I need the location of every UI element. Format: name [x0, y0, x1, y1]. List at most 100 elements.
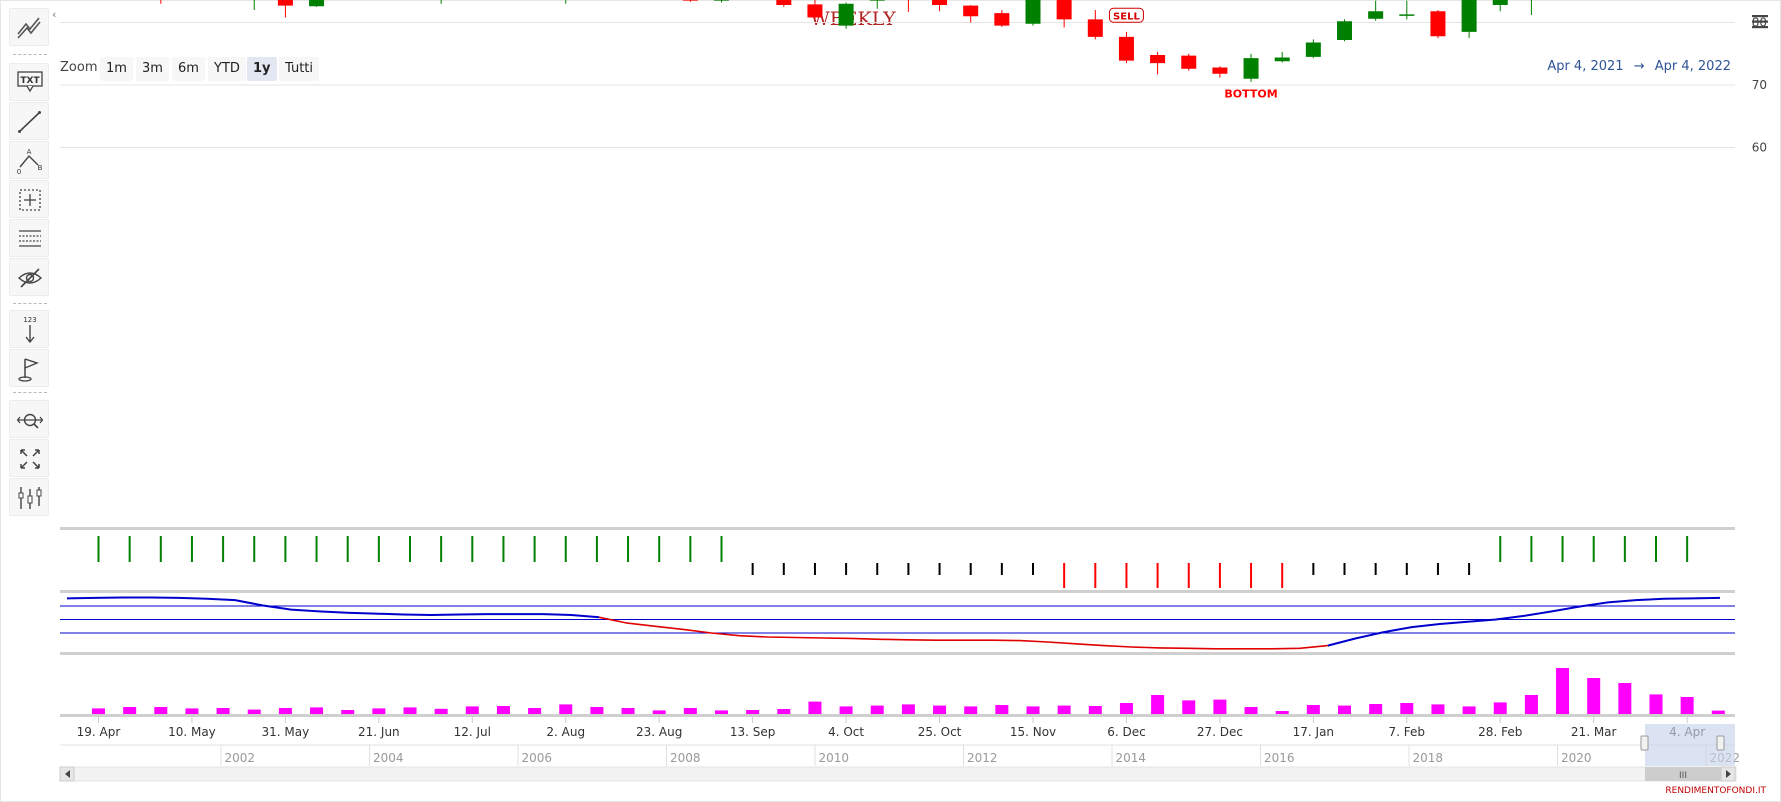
candlestick-series	[160, 0, 1532, 82]
volume-bar	[1400, 703, 1414, 714]
navigator-label: 2014	[1116, 751, 1147, 765]
volume-bar	[652, 710, 666, 714]
indicators-tool[interactable]	[9, 478, 49, 516]
volume-bar	[746, 710, 760, 714]
zoom-all-button[interactable]: Tutti	[279, 57, 320, 81]
volume-bar	[1431, 704, 1445, 714]
volume-bar	[123, 707, 137, 714]
candle-body	[994, 13, 1010, 26]
abc-pattern-tool[interactable]: A B 0	[9, 141, 49, 179]
x-tick-label: 25. Oct	[918, 725, 962, 739]
volume-bar	[1556, 668, 1570, 714]
volume-bar	[278, 708, 292, 714]
candle-body	[1461, 0, 1477, 32]
volume-bar	[1213, 699, 1227, 714]
hide-annotations-tool[interactable]	[9, 258, 49, 296]
x-tick-label: 19. Apr	[77, 725, 121, 739]
scrollbar-thumb	[1645, 767, 1721, 781]
crosshair-icon	[19, 189, 41, 211]
volume-bar	[1462, 706, 1476, 714]
line-tool[interactable]	[9, 102, 49, 140]
toolbar-separator	[13, 54, 47, 55]
range-to-input[interactable]: Apr 4, 2022	[1654, 59, 1731, 74]
toolbar-separator	[13, 303, 47, 304]
candle-body	[1025, 0, 1041, 24]
volume-bar	[1151, 695, 1165, 714]
signal-annotations: STPSELLBOTTOMLNGBUY	[1108, 7, 1278, 101]
text-annotation-icon: TXT	[17, 71, 43, 93]
navigator: 2002 2004 2006 2008 2010 2012 2014 2016 2018 2020…	[59, 724, 1740, 782]
hamburger-menu-icon[interactable]	[1752, 14, 1770, 30]
candle-body	[1056, 0, 1072, 20]
counter-label: 123	[23, 316, 36, 324]
volume-bar	[559, 704, 573, 714]
volume-bar	[1369, 704, 1383, 714]
volume-bar	[777, 709, 791, 714]
brand-watermark: RENDIMENTOFONDI.IT	[1665, 786, 1766, 796]
volume-bar	[1088, 706, 1102, 714]
x-tick-label: 13. Sep	[730, 725, 776, 739]
volume-bar	[528, 708, 542, 714]
navigator-label: 2016	[1264, 751, 1295, 765]
volume-bar	[247, 709, 261, 714]
volume-bar	[1244, 707, 1258, 714]
candle-body	[1337, 21, 1352, 40]
volume-bar	[590, 707, 604, 714]
vertical-counter-icon: 123	[23, 316, 37, 344]
zoom-6m-button[interactable]: 6m	[172, 57, 205, 81]
volume-bar	[964, 706, 978, 714]
text-annotation-tool[interactable]: TXT	[9, 63, 49, 101]
oscillator-panel	[60, 596, 1735, 650]
volume-bar	[933, 705, 947, 714]
x-tick-label: 12. Jul	[454, 725, 491, 739]
volume-bar	[870, 705, 884, 714]
collapse-toolbar-icon[interactable]: ‹	[52, 8, 57, 21]
candle-body	[1305, 42, 1321, 57]
zoom-ytd-button[interactable]: YTD	[208, 57, 246, 81]
navigator-label: 2004	[373, 751, 404, 765]
candle-body	[807, 4, 823, 18]
toolbar-separator	[13, 392, 47, 393]
y-tick-label: 80	[1752, 16, 1767, 30]
abc-label-b: B	[38, 164, 43, 172]
vertical-counter-tool[interactable]: 123	[9, 310, 49, 348]
candle-body	[963, 5, 979, 17]
candle-body	[1181, 55, 1197, 69]
volume-bar	[1711, 710, 1725, 714]
y-tick-label: 70	[1752, 78, 1767, 92]
text-tool-label: TXT	[20, 76, 40, 86]
volume-bar	[465, 706, 479, 714]
abc-label-a: A	[27, 148, 32, 156]
range-from-input[interactable]: Apr 4, 2021	[1547, 59, 1624, 74]
fibonacci-tool[interactable]	[9, 219, 49, 257]
navigator-handle-right	[1716, 735, 1725, 751]
abc-label-0: 0	[17, 168, 21, 175]
volume-bar	[1618, 683, 1632, 714]
zoom-1y-button[interactable]: 1y	[247, 57, 277, 81]
x-tick-label: 6. Dec	[1107, 725, 1145, 739]
annotation-label: BOTTOM	[1224, 88, 1277, 101]
zoom-1m-button[interactable]: 1m	[100, 57, 133, 81]
candle-body	[1368, 11, 1384, 19]
hide-icon	[17, 268, 43, 288]
zoom-3m-button[interactable]: 3m	[136, 57, 169, 81]
volume-bar	[621, 708, 635, 714]
zoom-pan-icon	[16, 413, 44, 429]
candle-body	[776, 0, 792, 5]
oscillator-line-up	[66, 596, 600, 619]
volume-bar	[1057, 705, 1071, 714]
fibonacci-icon	[19, 230, 41, 247]
volume-bar	[1338, 705, 1351, 714]
trend-lines-tool[interactable]	[9, 8, 49, 46]
x-tick-label: 23. Aug	[636, 725, 682, 739]
candle-body	[714, 0, 729, 1]
candle-body	[1399, 14, 1415, 16]
crosshair-tool[interactable]	[9, 180, 49, 218]
candle-body	[1212, 67, 1228, 74]
flag-tool[interactable]	[9, 349, 49, 387]
chart-grid: 60708090100110120	[60, 16, 1767, 717]
zoom-pan-tool[interactable]	[9, 400, 49, 438]
volume-bar	[1493, 702, 1507, 714]
volume-bar	[216, 708, 230, 714]
fullscreen-tool[interactable]	[9, 439, 49, 477]
